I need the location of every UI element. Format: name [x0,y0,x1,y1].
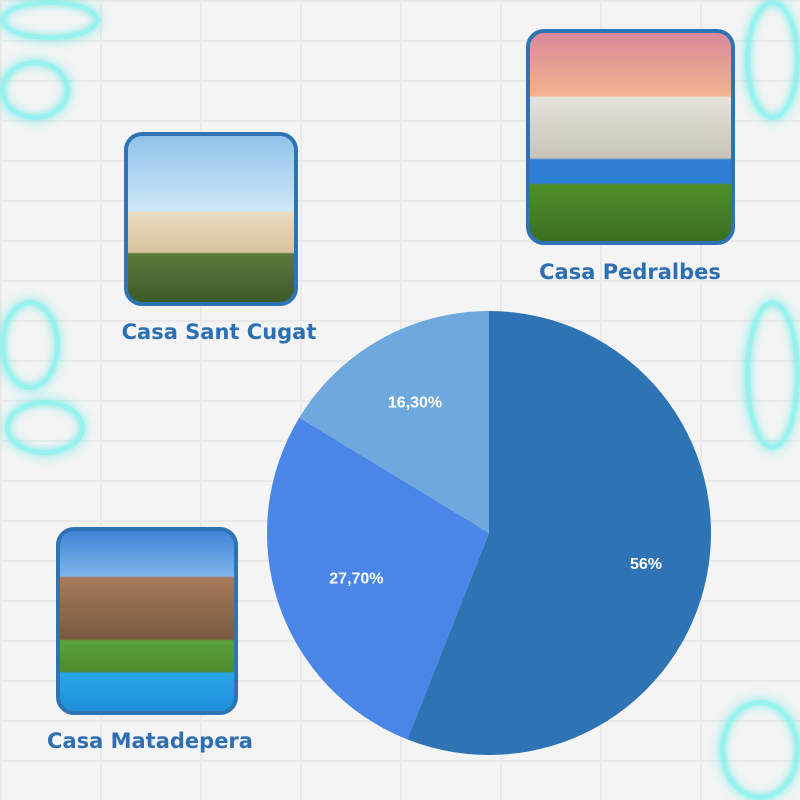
neon-decoration [745,300,800,450]
casa-sant-cugat-label: Casa Sant Cugat [121,320,317,344]
neon-decoration [0,60,70,120]
pie-slice-1 [267,417,489,740]
casa-sant-cugat-photo [124,132,298,306]
neon-decoration [720,700,800,800]
neon-decoration [0,0,100,40]
neon-decoration [0,300,60,390]
pie-data-label-2: 16,30% [388,394,442,411]
casa-matadepera-label: Casa Matadepera [47,729,253,753]
neon-decoration [5,400,85,455]
neon-decoration [745,0,800,120]
pie-data-label-0: 56% [630,556,662,573]
pie-slice-2 [299,311,489,533]
casa-pedralbes-photo [526,29,735,245]
casa-matadepera-photo [56,527,238,715]
pie-slice-0 [407,311,711,756]
casa-pedralbes-label: Casa Pedralbes [539,260,721,284]
pie-data-label-1: 27,70% [329,570,383,587]
